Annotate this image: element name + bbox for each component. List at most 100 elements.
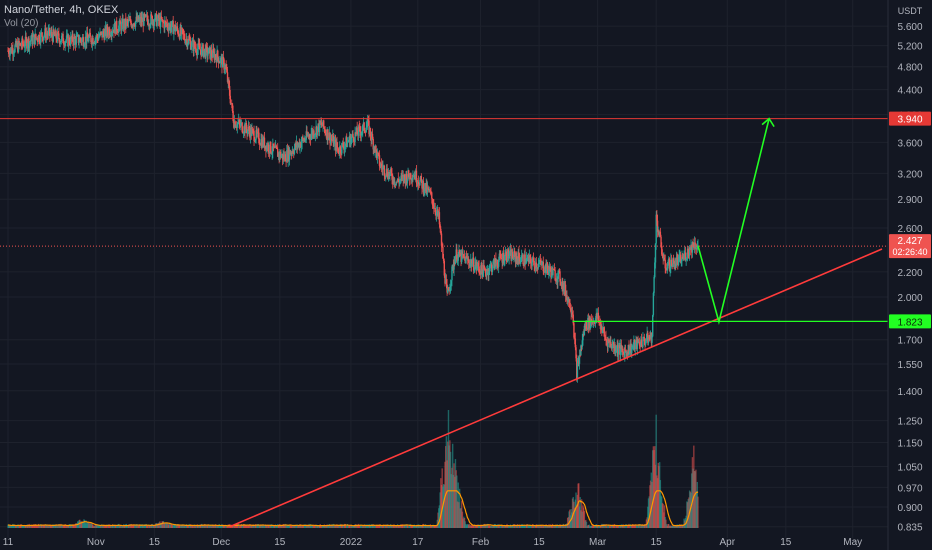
candle-body [502, 252, 505, 263]
candle-body [181, 28, 183, 30]
y-tick-label: 5.200 [897, 42, 922, 53]
volume-bar [585, 521, 588, 528]
candle-body [559, 271, 561, 282]
candle-body [581, 340, 584, 347]
candle-body [405, 174, 408, 184]
candle-body [516, 256, 518, 259]
candle-body [399, 179, 402, 181]
candle-body [126, 20, 128, 22]
candle-body [696, 245, 699, 250]
candle-body [364, 130, 366, 132]
candle-body [396, 181, 398, 183]
candle-body [348, 141, 350, 143]
y-tick-label: 2.000 [897, 293, 922, 304]
y-tick-label: 1.250 [897, 417, 922, 428]
candle-body [378, 155, 381, 166]
candle-body [49, 28, 51, 36]
candle-body [498, 253, 501, 261]
candle-body [356, 127, 358, 135]
candle-body [57, 32, 59, 34]
candle-body [440, 233, 443, 246]
candle-body [659, 231, 662, 237]
candle-body [531, 261, 533, 267]
candle-body [174, 24, 176, 32]
candle-body [525, 262, 527, 265]
candle-body [649, 337, 651, 339]
volume-bar [583, 511, 586, 528]
candle-body [518, 258, 521, 264]
candle-body [431, 198, 434, 205]
candle-body [248, 126, 250, 132]
candle-body [383, 166, 386, 176]
current-price-tag: 2.427 [897, 236, 922, 247]
candle-body [474, 264, 476, 271]
volume-bar [379, 524, 381, 528]
candle-body [554, 270, 556, 281]
candle-body [352, 137, 355, 142]
candle-body [511, 252, 514, 258]
candle-body [538, 262, 540, 264]
candle-body [275, 145, 278, 148]
candle-body [304, 139, 307, 141]
volume-bar [697, 496, 699, 528]
candle-body [391, 173, 393, 180]
candle-body [183, 34, 186, 40]
candle-body [72, 34, 74, 43]
candle-body [323, 127, 326, 130]
candle-body [323, 120, 325, 128]
candle-body [628, 351, 631, 355]
candle-body [368, 120, 370, 135]
candle-body [117, 31, 119, 33]
candle-body [643, 336, 646, 342]
candle-body [668, 258, 671, 271]
candle-body [678, 255, 680, 257]
candle-body [36, 37, 38, 41]
candle-body [386, 168, 388, 177]
candle-body [420, 175, 423, 181]
candle-body [676, 257, 678, 260]
candle-body [645, 341, 647, 345]
candle-body [637, 338, 639, 343]
candle-body [363, 122, 365, 131]
candle-body [34, 33, 36, 45]
candle-body [65, 35, 68, 41]
candle-body [520, 256, 523, 261]
candle-body [199, 49, 202, 51]
candle-body [579, 355, 581, 357]
candle-body [20, 45, 22, 47]
candle-body [219, 62, 221, 64]
candle-body [111, 31, 114, 33]
candle-body [647, 337, 650, 343]
candle-body [443, 260, 446, 276]
volume-bars [7, 410, 699, 528]
candle-body [377, 152, 379, 154]
candle-body [472, 257, 475, 271]
volume-bar [237, 523, 240, 528]
candle-body [43, 34, 45, 37]
candle-body [177, 29, 179, 35]
candle-body [83, 44, 86, 46]
candle-body [542, 261, 544, 272]
candle-body [669, 268, 671, 271]
candle-body [461, 251, 464, 255]
candle-body [38, 34, 41, 42]
candle-body [310, 134, 312, 140]
candle-body [65, 40, 67, 43]
candle-body [549, 266, 551, 271]
candle-body [432, 204, 434, 206]
candle-body [603, 331, 606, 337]
x-tick-label: 2022 [340, 537, 363, 548]
candle-body [519, 261, 521, 264]
candle-body [146, 15, 149, 21]
candle-body [97, 37, 100, 41]
candle-body [198, 43, 200, 46]
candle-body [270, 141, 272, 153]
candle-body [619, 344, 622, 355]
candle-body [81, 38, 83, 42]
candle-body [375, 145, 377, 150]
volume-bar [64, 524, 66, 528]
candle-body [380, 163, 383, 167]
candle-body [228, 86, 231, 96]
candle-body [336, 141, 338, 148]
